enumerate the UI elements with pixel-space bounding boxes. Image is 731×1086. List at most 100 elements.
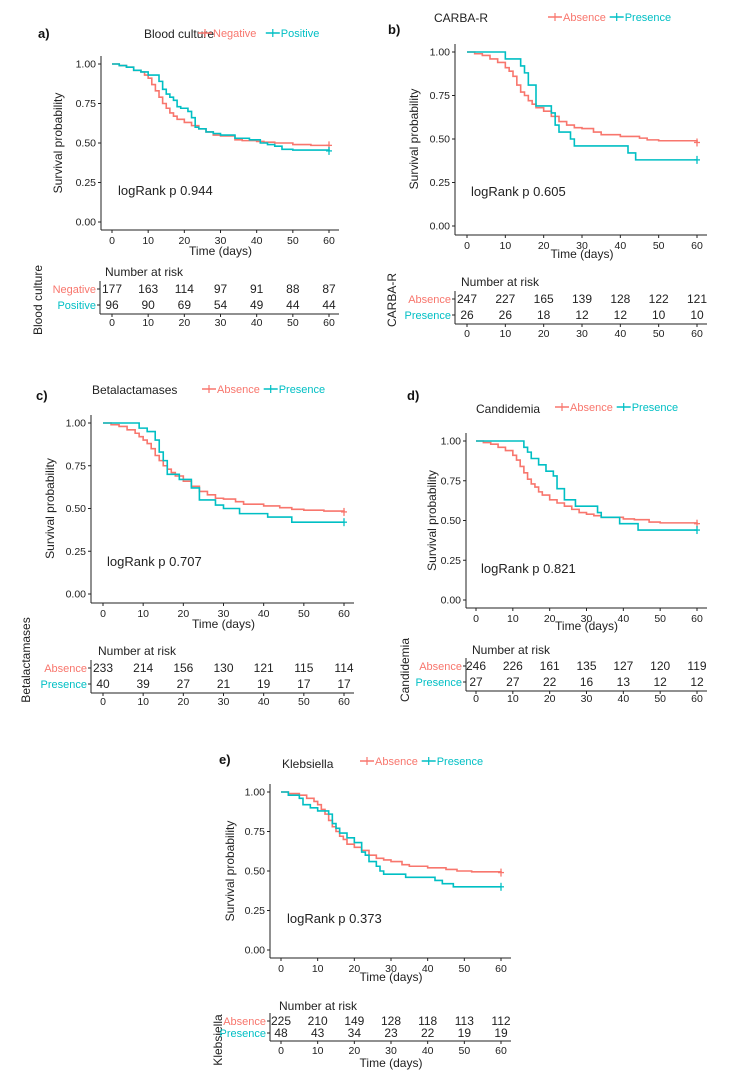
- risk-x-tick-label: 60: [691, 693, 703, 705]
- legend-item-absence: Absence: [360, 756, 418, 768]
- y-tick-label: 1.00: [66, 418, 87, 430]
- panel-label: e): [219, 752, 231, 767]
- logrank-annotation: logRank p 0.944: [118, 183, 213, 198]
- x-tick-label: 50: [458, 963, 470, 975]
- risk-x-axis-title: Time (days): [360, 1056, 423, 1070]
- risk-x-tick-label: 0: [473, 693, 479, 705]
- risk-value: 156: [173, 661, 193, 675]
- risk-value: 13: [617, 675, 631, 689]
- risk-row-label: Absence: [44, 663, 87, 675]
- survival-curve-absence: [281, 791, 502, 873]
- panel-label: d): [407, 388, 419, 403]
- risk-x-tick-label: 10: [312, 1045, 324, 1057]
- y-tick-label: 0.00: [430, 221, 451, 233]
- risk-value: 27: [506, 675, 520, 689]
- risk-value: 17: [337, 677, 351, 691]
- y-tick-label: 0.50: [66, 503, 87, 515]
- risk-value: 135: [576, 659, 596, 673]
- x-tick-label: 20: [348, 963, 360, 975]
- risk-x-tick-label: 20: [177, 696, 189, 708]
- risk-table-title: Number at risk: [279, 999, 358, 1013]
- x-axis-title: Time (days): [555, 619, 618, 633]
- legend-item-presence: Presence: [616, 402, 678, 414]
- x-tick-label: 40: [614, 240, 626, 252]
- risk-value: 149: [344, 1014, 364, 1028]
- y-tick-label: 0.50: [441, 515, 462, 527]
- x-tick-label: 50: [298, 608, 310, 620]
- y-tick-label: 0.25: [441, 555, 462, 567]
- risk-value: 96: [105, 298, 119, 312]
- y-tick-label: 0.00: [441, 595, 462, 607]
- risk-value: 128: [381, 1014, 401, 1028]
- risk-value: 112: [491, 1014, 510, 1028]
- legend-item-absence: Absence: [548, 12, 606, 24]
- x-tick-label: 50: [287, 235, 299, 247]
- risk-x-tick-label: 50: [653, 328, 665, 340]
- risk-value: 122: [649, 292, 669, 306]
- y-tick-label: 0.25: [76, 177, 97, 189]
- risk-value: 130: [213, 661, 233, 675]
- x-tick-label: 60: [691, 240, 703, 252]
- risk-strata-label: Blood culture: [31, 265, 45, 335]
- risk-value: 40: [96, 677, 110, 691]
- legend-label: Positive: [281, 28, 320, 40]
- y-tick-label: 0.75: [245, 826, 266, 838]
- risk-value: 214: [133, 661, 153, 675]
- y-tick-label: 0.25: [430, 177, 451, 189]
- risk-x-tick-label: 60: [495, 1045, 507, 1057]
- y-tick-label: 0.50: [430, 134, 451, 146]
- survival-curve-presence: [476, 440, 697, 531]
- survival-curve-presence: [281, 791, 501, 888]
- risk-value: 12: [575, 308, 589, 322]
- risk-x-tick-label: 50: [298, 696, 310, 708]
- legend-label: Presence: [632, 402, 678, 414]
- risk-value: 12: [653, 675, 667, 689]
- risk-x-tick-label: 10: [142, 317, 154, 329]
- x-tick-label: 40: [251, 235, 263, 247]
- risk-row-label: Absence: [223, 1016, 266, 1028]
- strata-title: Candidemia: [476, 402, 540, 416]
- x-tick-label: 0: [278, 963, 284, 975]
- risk-value: 44: [322, 298, 336, 312]
- risk-x-tick-label: 50: [654, 693, 666, 705]
- x-tick-label: 10: [312, 963, 324, 975]
- survival-curve-presence: [103, 422, 344, 523]
- risk-row-label: Presence: [220, 1028, 266, 1040]
- risk-table-title: Number at risk: [105, 265, 184, 279]
- risk-table-title: Number at risk: [461, 275, 540, 289]
- logrank-annotation: logRank p 0.821: [481, 561, 576, 576]
- legend-label: Absence: [563, 12, 606, 24]
- y-axis-title: Survival probability: [43, 458, 57, 559]
- risk-value: 22: [543, 675, 557, 689]
- x-tick-label: 40: [422, 963, 434, 975]
- risk-value: 177: [102, 282, 122, 296]
- x-tick-label: 20: [544, 613, 556, 625]
- y-tick-label: 0.00: [66, 589, 87, 601]
- x-tick-label: 10: [499, 240, 511, 252]
- x-tick-label: 20: [178, 235, 190, 247]
- legend-label: Presence: [437, 756, 483, 768]
- risk-x-tick-label: 50: [287, 317, 299, 329]
- risk-value: 18: [537, 308, 551, 322]
- risk-value: 43: [311, 1026, 325, 1040]
- risk-x-tick-label: 0: [109, 317, 115, 329]
- x-tick-label: 60: [323, 235, 335, 247]
- x-tick-label: 0: [473, 613, 479, 625]
- risk-value: 12: [614, 308, 628, 322]
- risk-x-tick-label: 40: [614, 328, 626, 340]
- x-tick-label: 10: [137, 608, 149, 620]
- risk-value: 121: [687, 292, 707, 306]
- y-tick-label: 0.00: [245, 945, 266, 957]
- risk-value: 12: [690, 675, 704, 689]
- y-tick-label: 0.75: [441, 475, 462, 487]
- survival-curve-absence: [467, 51, 698, 143]
- risk-value: 27: [469, 675, 483, 689]
- logrank-annotation: logRank p 0.605: [471, 184, 566, 199]
- risk-value: 21: [217, 677, 231, 691]
- x-tick-label: 10: [507, 613, 519, 625]
- risk-value: 17: [297, 677, 311, 691]
- panel-label: c): [36, 388, 48, 403]
